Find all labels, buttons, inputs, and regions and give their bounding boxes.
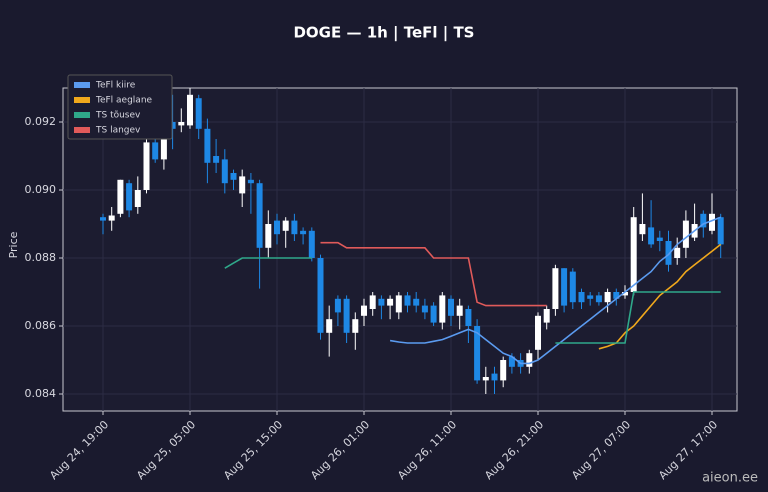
y-tick-label: 0.092 (25, 115, 57, 128)
candle-body (682, 220, 689, 248)
candle-body (160, 122, 167, 160)
candle-body (656, 237, 663, 241)
candle-body (247, 179, 254, 184)
candle-body (439, 295, 446, 323)
candle-body (543, 309, 550, 323)
candle-body (239, 176, 246, 194)
legend-box (67, 74, 173, 140)
watermark: aieon.ee (702, 471, 758, 486)
candle-body (665, 241, 672, 265)
candle-body (508, 356, 515, 367)
candle-body (604, 292, 611, 303)
candle-body (421, 305, 428, 313)
candle-body (491, 373, 498, 381)
candle-body (117, 179, 124, 214)
candle-body (343, 298, 350, 333)
candle-body (326, 319, 333, 333)
candle-body (500, 360, 507, 381)
candle-body (187, 94, 193, 126)
candle-body (134, 190, 141, 207)
legend-swatch (74, 127, 90, 133)
candle-body (169, 122, 176, 129)
candle-body (204, 128, 211, 163)
candle-body (230, 173, 237, 180)
candle-body (561, 268, 568, 306)
candle-body (622, 292, 628, 296)
y-tick-label: 0.090 (25, 183, 57, 196)
candle-body (152, 142, 159, 160)
legend-label: TeFl kiire (95, 81, 136, 91)
candle-body (143, 142, 150, 190)
y-tick-label: 0.088 (25, 251, 57, 264)
candle-body (395, 295, 402, 313)
legend-swatch (74, 112, 90, 118)
candle-body (404, 295, 411, 306)
candle-body (256, 183, 263, 248)
candle-body (317, 258, 324, 333)
candle-body (378, 298, 385, 306)
candle-body (387, 298, 394, 306)
candle-body (535, 315, 541, 350)
y-tick-label: 0.084 (25, 387, 57, 400)
candle-body (291, 220, 298, 235)
candle-body (648, 227, 655, 245)
candle-body (369, 295, 376, 309)
candle-body (569, 271, 576, 303)
candle-body (195, 98, 202, 129)
candle-body (300, 230, 307, 235)
candle-body (700, 213, 707, 228)
candle-body (308, 230, 315, 258)
candle-body (178, 122, 185, 126)
candle-body (456, 305, 463, 316)
candle-body (552, 268, 559, 309)
legend-label: TeFl aeglane (95, 96, 153, 106)
candle-body (352, 319, 359, 333)
candle-body (334, 298, 341, 313)
candle-body (674, 247, 681, 258)
candle-body (108, 215, 115, 221)
legend-swatch (74, 82, 90, 88)
candle-body (126, 183, 133, 211)
indicator-line (224, 257, 721, 344)
candle-body (474, 326, 481, 381)
candle-body (413, 298, 420, 306)
candle-body (448, 298, 454, 316)
candle-body (587, 295, 594, 299)
candle-body (430, 305, 437, 323)
indicator-line (389, 216, 721, 365)
candle-body (100, 217, 106, 221)
candle-body (482, 377, 489, 381)
candle-body (639, 224, 646, 235)
candle-body (465, 309, 472, 326)
candle-body (274, 220, 280, 235)
candle-body (613, 292, 620, 299)
indicator-line (320, 241, 547, 307)
candle-body (213, 156, 220, 163)
chart-title: DOGE — 1h | TeFl | TS (293, 24, 474, 43)
legend-swatch (74, 97, 90, 103)
y-tick-label: 0.086 (25, 319, 57, 332)
candle-body (595, 295, 602, 303)
candle-body (578, 292, 585, 303)
y-axis-label: Price (7, 231, 20, 258)
candle-body (361, 305, 367, 316)
candle-body (265, 224, 272, 248)
legend-label: TS tõusev (95, 111, 141, 121)
candle-body (630, 217, 637, 292)
candle-body (717, 217, 724, 245)
candle-body (709, 213, 715, 231)
candle-body (282, 220, 289, 231)
indicator-line (598, 243, 722, 350)
candle-body (526, 353, 533, 367)
legend-label: TS langev (95, 126, 141, 136)
candle-body (221, 159, 228, 184)
